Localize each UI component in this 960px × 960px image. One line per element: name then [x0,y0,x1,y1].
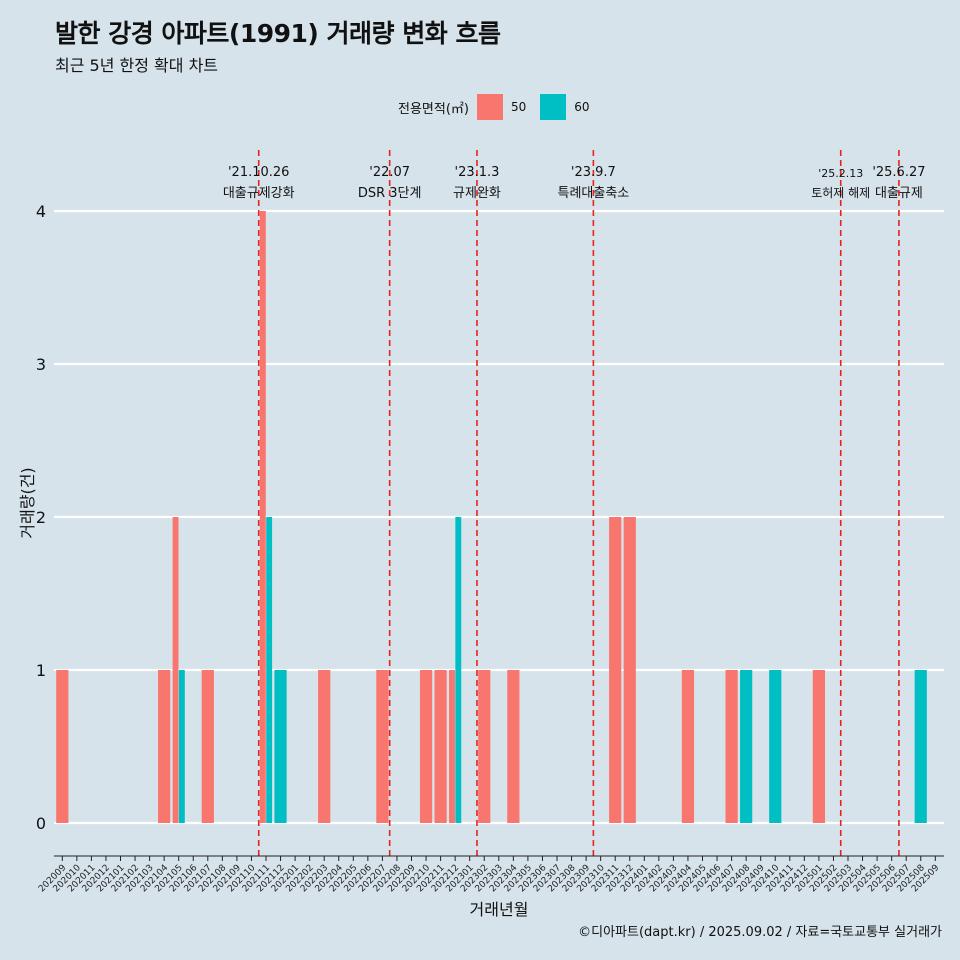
bar-60-202212 [455,517,462,823]
bar-50-202311 [609,517,622,823]
legend-label-50: 50 [510,100,527,114]
legend: 전용면적(㎡) 50 60 [398,93,604,121]
event-date-label: '21.10.26 [228,165,289,180]
event-name-label: 대출규제강화 [223,186,295,201]
event-date-label: '23.9.7 [571,165,616,180]
y-tick-label: 2 [36,508,46,527]
y-tick-label: 3 [36,355,46,374]
bar-50-202210 [419,670,433,823]
source-caption: ©디아파트(dapt.kr) / 2025.09.02 / 자료=국토교통부 실… [578,925,942,940]
y-axis-title: 거래량(건) [18,467,37,538]
bar-50-202009 [56,670,69,823]
chart-subtitle: 최근 5년 한정 확대 차트 [55,56,219,75]
x-axis-title: 거래년월 [470,900,529,919]
bar-60-202112 [274,670,287,823]
bar-50-202407 [725,670,738,823]
event-date-label: '23.1.3 [455,165,500,180]
bar-50-202501 [812,670,825,823]
event-date-label: '25.6.27 [872,165,925,180]
event-name-label: 특례대출축소 [557,186,629,201]
event-name-label: 토허제 해제 [811,186,870,200]
bar-50-202105 [172,517,179,823]
event-date-label: '25.2.13 [818,167,863,180]
bar-50-202212 [449,670,455,823]
event-name-label: DSR 3단계 [358,186,422,201]
chart-title: 발한 강경 아파트(1991) 거래량 변화 흐름 [55,19,501,48]
bar-50-202312 [623,517,636,823]
event-date-label: '22.07 [369,165,410,180]
bar-50-202107 [201,670,214,823]
y-tick-label: 4 [36,202,46,221]
bar-50-202302 [478,670,491,823]
bar-50-202203 [318,670,331,823]
bar-50-202211 [434,670,447,823]
legend-swatch-50 [476,94,503,120]
bar-60-202508 [914,670,927,823]
event-name-label: 대출규제 [875,186,923,201]
legend-label-60: 60 [574,100,590,114]
event-name-label: 규제완화 [453,186,501,201]
bar-60-202410 [769,670,782,823]
bar-50-202404 [681,670,695,823]
bar-60-202111 [266,517,273,823]
bar-50-202304 [507,670,520,823]
y-tick-label: 1 [36,661,46,680]
y-tick-label: 0 [36,814,46,833]
legend-swatch-60 [540,94,567,120]
bar-60-202408 [740,670,753,823]
bar-50-202104 [158,670,171,823]
legend-title: 전용면적(㎡) [398,101,469,117]
bar-60-202105 [178,670,185,823]
bar-50-202207 [376,670,389,823]
bar-50-202111 [259,211,266,823]
